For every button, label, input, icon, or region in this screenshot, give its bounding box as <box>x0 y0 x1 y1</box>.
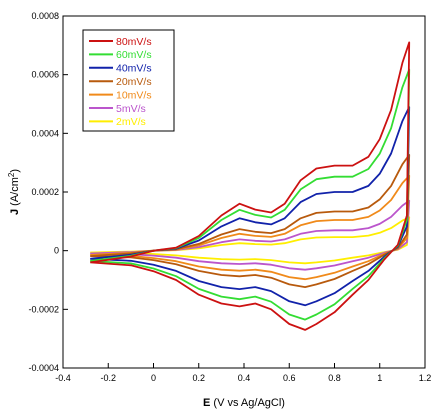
series-lines <box>90 41 411 331</box>
y-axis-ticks: -0.0004 -0.0002 0 0.0002 0.0004 0.0006 0.0008 <box>28 11 68 373</box>
x-tick-label: 0.6 <box>283 373 296 383</box>
x-axis-title: E (V vs Ag/AgCl) <box>203 397 285 409</box>
y-tick-label: 0.0002 <box>31 187 59 197</box>
legend-label: 40mV/s <box>116 63 152 75</box>
legend-label: 60mV/s <box>116 49 152 61</box>
y-tick-label: 0.0004 <box>31 128 59 138</box>
legend-label: 10mV/s <box>116 89 152 101</box>
legend-label: 20mV/s <box>116 76 152 88</box>
x-tick-label: 0.4 <box>238 373 251 383</box>
legend-label: 80mV/s <box>116 36 152 48</box>
y-axis-title-unit: (A/cm <box>9 177 21 209</box>
y-axis-title: J (A/cm2) <box>7 169 21 215</box>
y-tick-label: 0.0008 <box>31 11 59 21</box>
legend-label: 2mV/s <box>116 116 146 128</box>
series-line-5mv-s <box>90 199 411 271</box>
y-tick-label: 0 <box>54 246 59 256</box>
y-tick-label: -0.0002 <box>28 304 59 314</box>
x-axis-ticks: -0.4 -0.2 0 0.2 0.4 0.6 0.8 1 1.2 <box>55 363 431 383</box>
y-axis-title-symbol: J <box>9 209 21 215</box>
x-tick-label: 0 <box>151 373 156 383</box>
x-axis-title-unit: (V vs Ag/AgCl) <box>210 397 285 409</box>
y-axis-title-superscript: 2 <box>7 172 16 177</box>
x-tick-label: 1.2 <box>419 373 432 383</box>
y-tick-label: -0.0004 <box>28 363 59 373</box>
legend-label: 5mV/s <box>116 103 146 115</box>
x-tick-label: -0.2 <box>100 373 116 383</box>
y-tick-label: 0.0006 <box>31 70 59 80</box>
x-tick-label: -0.4 <box>55 373 71 383</box>
y-axis-title-close: ) <box>9 169 21 173</box>
x-tick-label: 0.8 <box>328 373 341 383</box>
x-tick-label: 1 <box>377 373 382 383</box>
series-line-20mv-s <box>90 154 411 288</box>
x-tick-label: 0.2 <box>192 373 205 383</box>
series-line-80mv-s <box>90 41 411 331</box>
x-axis-title-symbol: E <box>203 397 210 409</box>
series-line-2mv-s <box>90 216 411 265</box>
